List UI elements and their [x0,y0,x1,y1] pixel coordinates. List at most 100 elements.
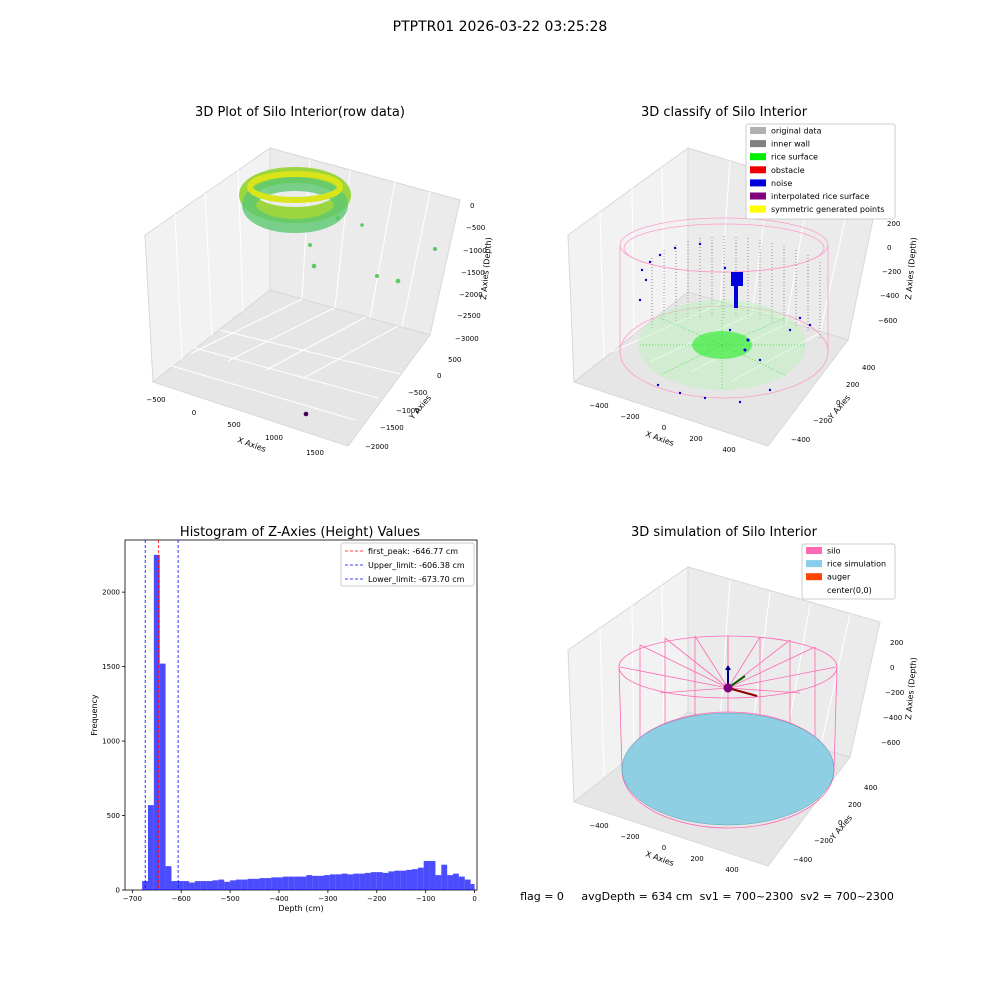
histogram-x-tick-label: 0 [472,895,476,903]
panel1-floor-pane [151,289,431,447]
svg-text:200: 200 [690,855,703,863]
histogram-bar [429,860,436,890]
panel2-legend-box [745,123,896,220]
histogram-bar [323,875,330,890]
panel4-legend-label: silo [827,547,841,556]
histogram-bar [370,872,377,890]
histogram-x-tick-label: −400 [269,895,288,903]
histogram-bar [453,873,459,890]
svg-text:−3000: −3000 [455,335,479,343]
panel2-legend-label: obstacle [771,166,805,175]
panel2-floor-pane [572,291,849,447]
panel4-z-ticks: 200 0 −200 −400 −600 [881,639,904,747]
svg-text:400: 400 [725,866,738,874]
svg-text:−2500: −2500 [457,312,481,320]
panel2-legend: original data inner wall rice surface obsta… [745,123,896,220]
histogram-bar [153,554,160,890]
panel4-y-ticks: 400 200 0 −200 −400 [793,784,877,864]
svg-text:200: 200 [887,220,900,228]
histogram-y-tick-label: 1500 [102,663,120,671]
svg-text:−200: −200 [882,268,901,276]
histogram-bar [435,875,442,890]
histogram-bar [329,874,336,890]
histogram-bar [159,663,166,890]
panel4-rice-simulation-surface [621,712,835,826]
panel-histogram: Histogram of Z-Axies (Height) Values −70… [90,525,478,913]
histogram-x-tick-label: −500 [220,895,239,903]
histogram-bar [265,878,272,890]
svg-text:−400: −400 [791,436,810,444]
panel2-x-label: X Axies [644,429,675,448]
panel2-x-ticks: −400 −200 0 200 400 [589,402,735,454]
histogram-x-tick-label: −200 [367,895,386,903]
panel2-legend-swatch [750,127,766,134]
histogram-bar [183,881,190,890]
svg-text:−200: −200 [814,837,833,845]
histogram-bar [277,877,283,890]
svg-text:−1500: −1500 [461,269,485,277]
panel4-legend-swatch [806,573,822,581]
histogram-bar [282,876,289,890]
panel2-legend-swatch [750,205,766,213]
svg-text:−200: −200 [620,833,639,841]
histogram-legend-label: Upper_limit: -606.38 cm [368,561,465,570]
panel4-legend-swatch [806,560,822,568]
panel2-z-ticks: 200 0 −200 −400 −600 [878,220,901,325]
panel4-center-point [723,683,733,693]
histogram-bar [353,873,360,890]
histogram-x-ticks: −700 −600 −500 −400 −300 −200 −100 0 [123,890,477,903]
histogram-bar [165,866,172,890]
svg-text:0: 0 [838,819,842,827]
status-text: flag = 0 avgDepth = 634 cm sv1 = 700~230… [520,890,894,903]
histogram-bar [288,876,295,890]
histogram-bar [359,873,366,890]
panel1-scatter-outliers [308,216,437,284]
svg-text:−400: −400 [793,856,812,864]
svg-text:200: 200 [848,801,861,809]
panel4-x-ticks: −400 −200 0 200 400 [589,822,738,874]
histogram-bar [147,805,154,890]
histogram-bar [417,867,424,890]
svg-text:−500: −500 [466,224,485,232]
panel2-legend-label: inner wall [771,140,810,149]
histogram-bar [335,874,342,890]
histogram-bar [206,881,213,890]
svg-text:500: 500 [227,421,240,429]
panel1-x-ticks: −500 0 500 1000 1500 [146,396,324,457]
panel4-legend-swatch [806,547,822,554]
svg-text:0: 0 [887,244,891,252]
histogram-x-tick-label: −600 [172,895,191,903]
histogram-legend: first_peak: -646.77 cm Upper_limit: -606.… [340,542,475,587]
histogram-y-tick-label: 1000 [102,738,120,746]
panel2-y-ticks: 400 200 0 −200 −400 [791,364,875,444]
histogram-bar [194,881,201,890]
svg-text:0: 0 [470,202,474,210]
histogram-plot-frame [124,539,478,891]
panel2-noise-points [638,242,812,404]
svg-text:200: 200 [890,639,903,647]
svg-text:−2000: −2000 [459,291,483,299]
histogram-bar [388,871,395,890]
histogram-y-tick-label: 500 [107,812,120,820]
svg-text:−600: −600 [878,317,897,325]
histogram-bar [271,877,278,890]
panel2-legend-swatch [750,179,766,187]
panel2-legend-label: original data [771,127,822,136]
histogram-bar [259,878,266,890]
svg-text:−1000: −1000 [396,407,420,415]
svg-text:1000: 1000 [265,434,283,442]
histogram-bar [247,878,254,890]
svg-text:0: 0 [890,664,894,672]
panel1-silo-points-lower [242,177,348,233]
svg-text:−200: −200 [620,413,639,421]
histogram-bar [200,881,207,890]
panel2-legend-swatch [750,166,766,174]
panel2-legend-label: rice surface [771,153,818,162]
panel-raw-3d-plot: 3D Plot of Silo Interior(row data) −5000… [144,105,493,457]
panel1-silo-points-rim [247,171,343,203]
histogram-bar [347,874,354,890]
histogram-title: Histogram of Z-Axies (Height) Values [180,525,420,540]
svg-text:−400: −400 [883,714,902,722]
histogram-y-tick-label: 2000 [102,589,120,597]
panel4-legend-label: auger [827,573,851,582]
